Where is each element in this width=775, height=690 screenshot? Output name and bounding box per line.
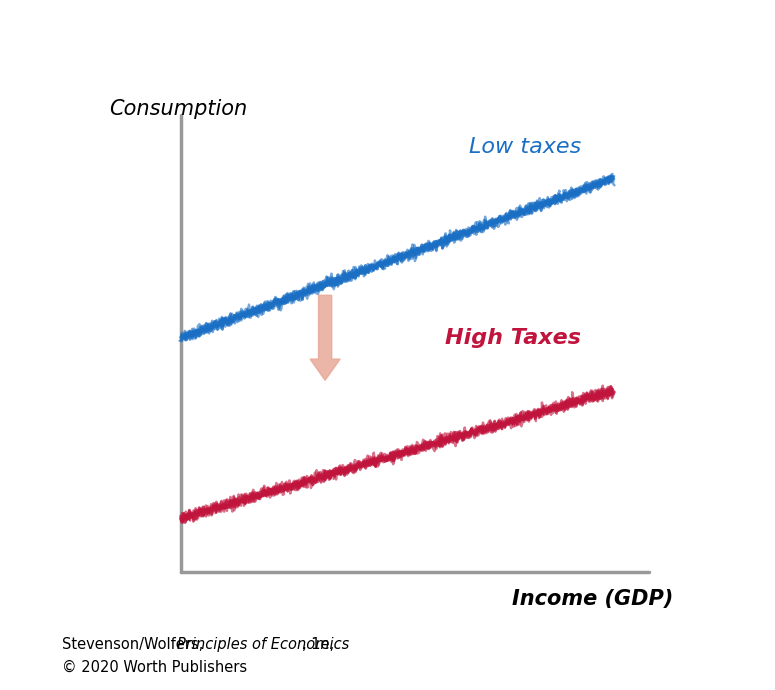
Text: , 1e,: , 1e,: [302, 637, 334, 652]
Text: High Taxes: High Taxes: [445, 328, 581, 348]
Text: Low taxes: Low taxes: [470, 137, 581, 157]
Text: Principles of Economics: Principles of Economics: [177, 637, 349, 652]
Text: Income (GDP): Income (GDP): [512, 589, 673, 609]
Text: Consumption: Consumption: [109, 99, 247, 119]
Text: Stevenson/Wolfers,: Stevenson/Wolfers,: [62, 637, 208, 652]
FancyArrow shape: [310, 295, 340, 380]
Text: © 2020 Worth Publishers: © 2020 Worth Publishers: [62, 660, 247, 675]
